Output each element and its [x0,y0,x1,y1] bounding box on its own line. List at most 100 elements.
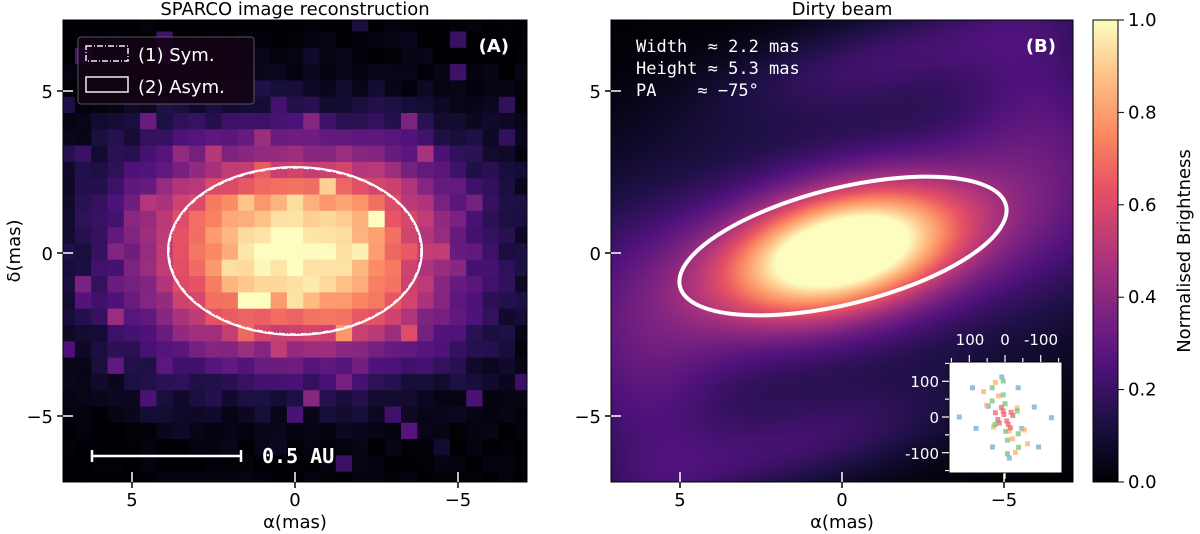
image-pixel [286,357,304,374]
image-pixel [303,30,321,48]
image-pixel [319,128,337,146]
image-pixel [189,20,206,32]
image-pixel [74,308,92,325]
image-pixel [286,145,304,162]
image-pixel [237,177,255,195]
image-pixel [254,20,272,32]
image-pixel [107,193,125,211]
image-pixel [74,357,92,374]
image-pixel [237,308,255,325]
image-pixel [286,275,304,293]
image-pixel [205,422,223,440]
image-pixel [254,454,272,472]
image-pixel [303,79,321,97]
colorbar-tick-label: 0.4 [1128,287,1157,308]
image-pixel [205,20,223,32]
image-pixel [254,30,272,48]
image-pixel [140,177,157,195]
image-pixel [335,373,353,391]
image-pixel [401,291,418,309]
uv-point [1010,413,1016,419]
image-pixel [433,389,451,407]
image-pixel [335,389,353,407]
image-pixel [368,96,386,113]
image-pixel [270,20,288,32]
image-pixel [368,405,386,423]
image-pixel [286,405,304,423]
image-pixel [140,20,157,32]
image-pixel [498,275,516,293]
image-pixel [107,259,125,277]
image-pixel [237,405,255,423]
image-pixel [107,226,125,244]
image-pixel [172,145,190,162]
image-pixel [303,454,321,472]
image-pixel [237,242,255,260]
image-pixel [335,291,353,309]
image-pixel [237,373,255,391]
image-pixel [449,20,467,32]
image-pixel [286,161,304,179]
image-pixel [74,373,92,391]
image-pixel [433,422,451,440]
image-pixel [63,471,76,482]
image-pixel [254,63,272,81]
image-pixel [368,438,386,456]
uv-point [1012,449,1018,455]
a-xlabel: α(mas) [263,512,327,533]
image-pixel [63,259,76,277]
image-pixel [205,193,223,211]
image-pixel [466,226,484,244]
image-pixel [205,405,223,423]
image-pixel [156,145,174,162]
image-pixel [156,357,174,374]
image-pixel [156,308,174,325]
image-pixel [401,405,418,423]
uv-point [1000,392,1006,398]
image-pixel [254,308,272,325]
image-pixel [91,20,109,32]
image-pixel [286,226,304,244]
image-pixel [417,275,435,293]
image-pixel [91,454,109,472]
image-pixel [515,79,527,97]
image-pixel [352,177,369,195]
image-pixel [384,308,402,325]
a-xtick: −5 [445,490,472,511]
image-pixel [449,193,467,211]
image-pixel [498,20,516,32]
image-pixel [189,112,206,130]
image-pixel [270,373,288,391]
image-pixel [221,226,239,244]
panel-b-title: Dirty beam [792,0,893,20]
image-pixel [156,405,174,423]
asym-ellipse [167,166,423,336]
image-pixel [417,63,435,81]
image-pixel [123,177,141,195]
image-pixel [221,275,239,293]
image-pixel [303,47,321,65]
image-pixel [172,210,190,228]
image-pixel [254,291,272,309]
image-pixel [286,112,304,130]
image-pixel [140,291,157,309]
image-pixel [254,357,272,374]
image-pixel [466,96,484,113]
image-pixel [352,324,369,342]
image-pixel [449,357,467,374]
image-pixel [433,471,451,482]
image-pixel [335,438,353,456]
image-pixel [417,471,435,482]
image-pixel [254,275,272,293]
image-pixel [172,161,190,179]
image-pixel [515,96,527,113]
image-pixel [254,373,272,391]
image-pixel [368,193,386,211]
image-pixel [352,340,369,358]
image-pixel [303,177,321,195]
image-pixel [384,226,402,244]
image-pixel [140,112,157,130]
image-pixel [417,422,435,440]
image-pixel [515,161,527,179]
image-pixel [466,145,484,162]
